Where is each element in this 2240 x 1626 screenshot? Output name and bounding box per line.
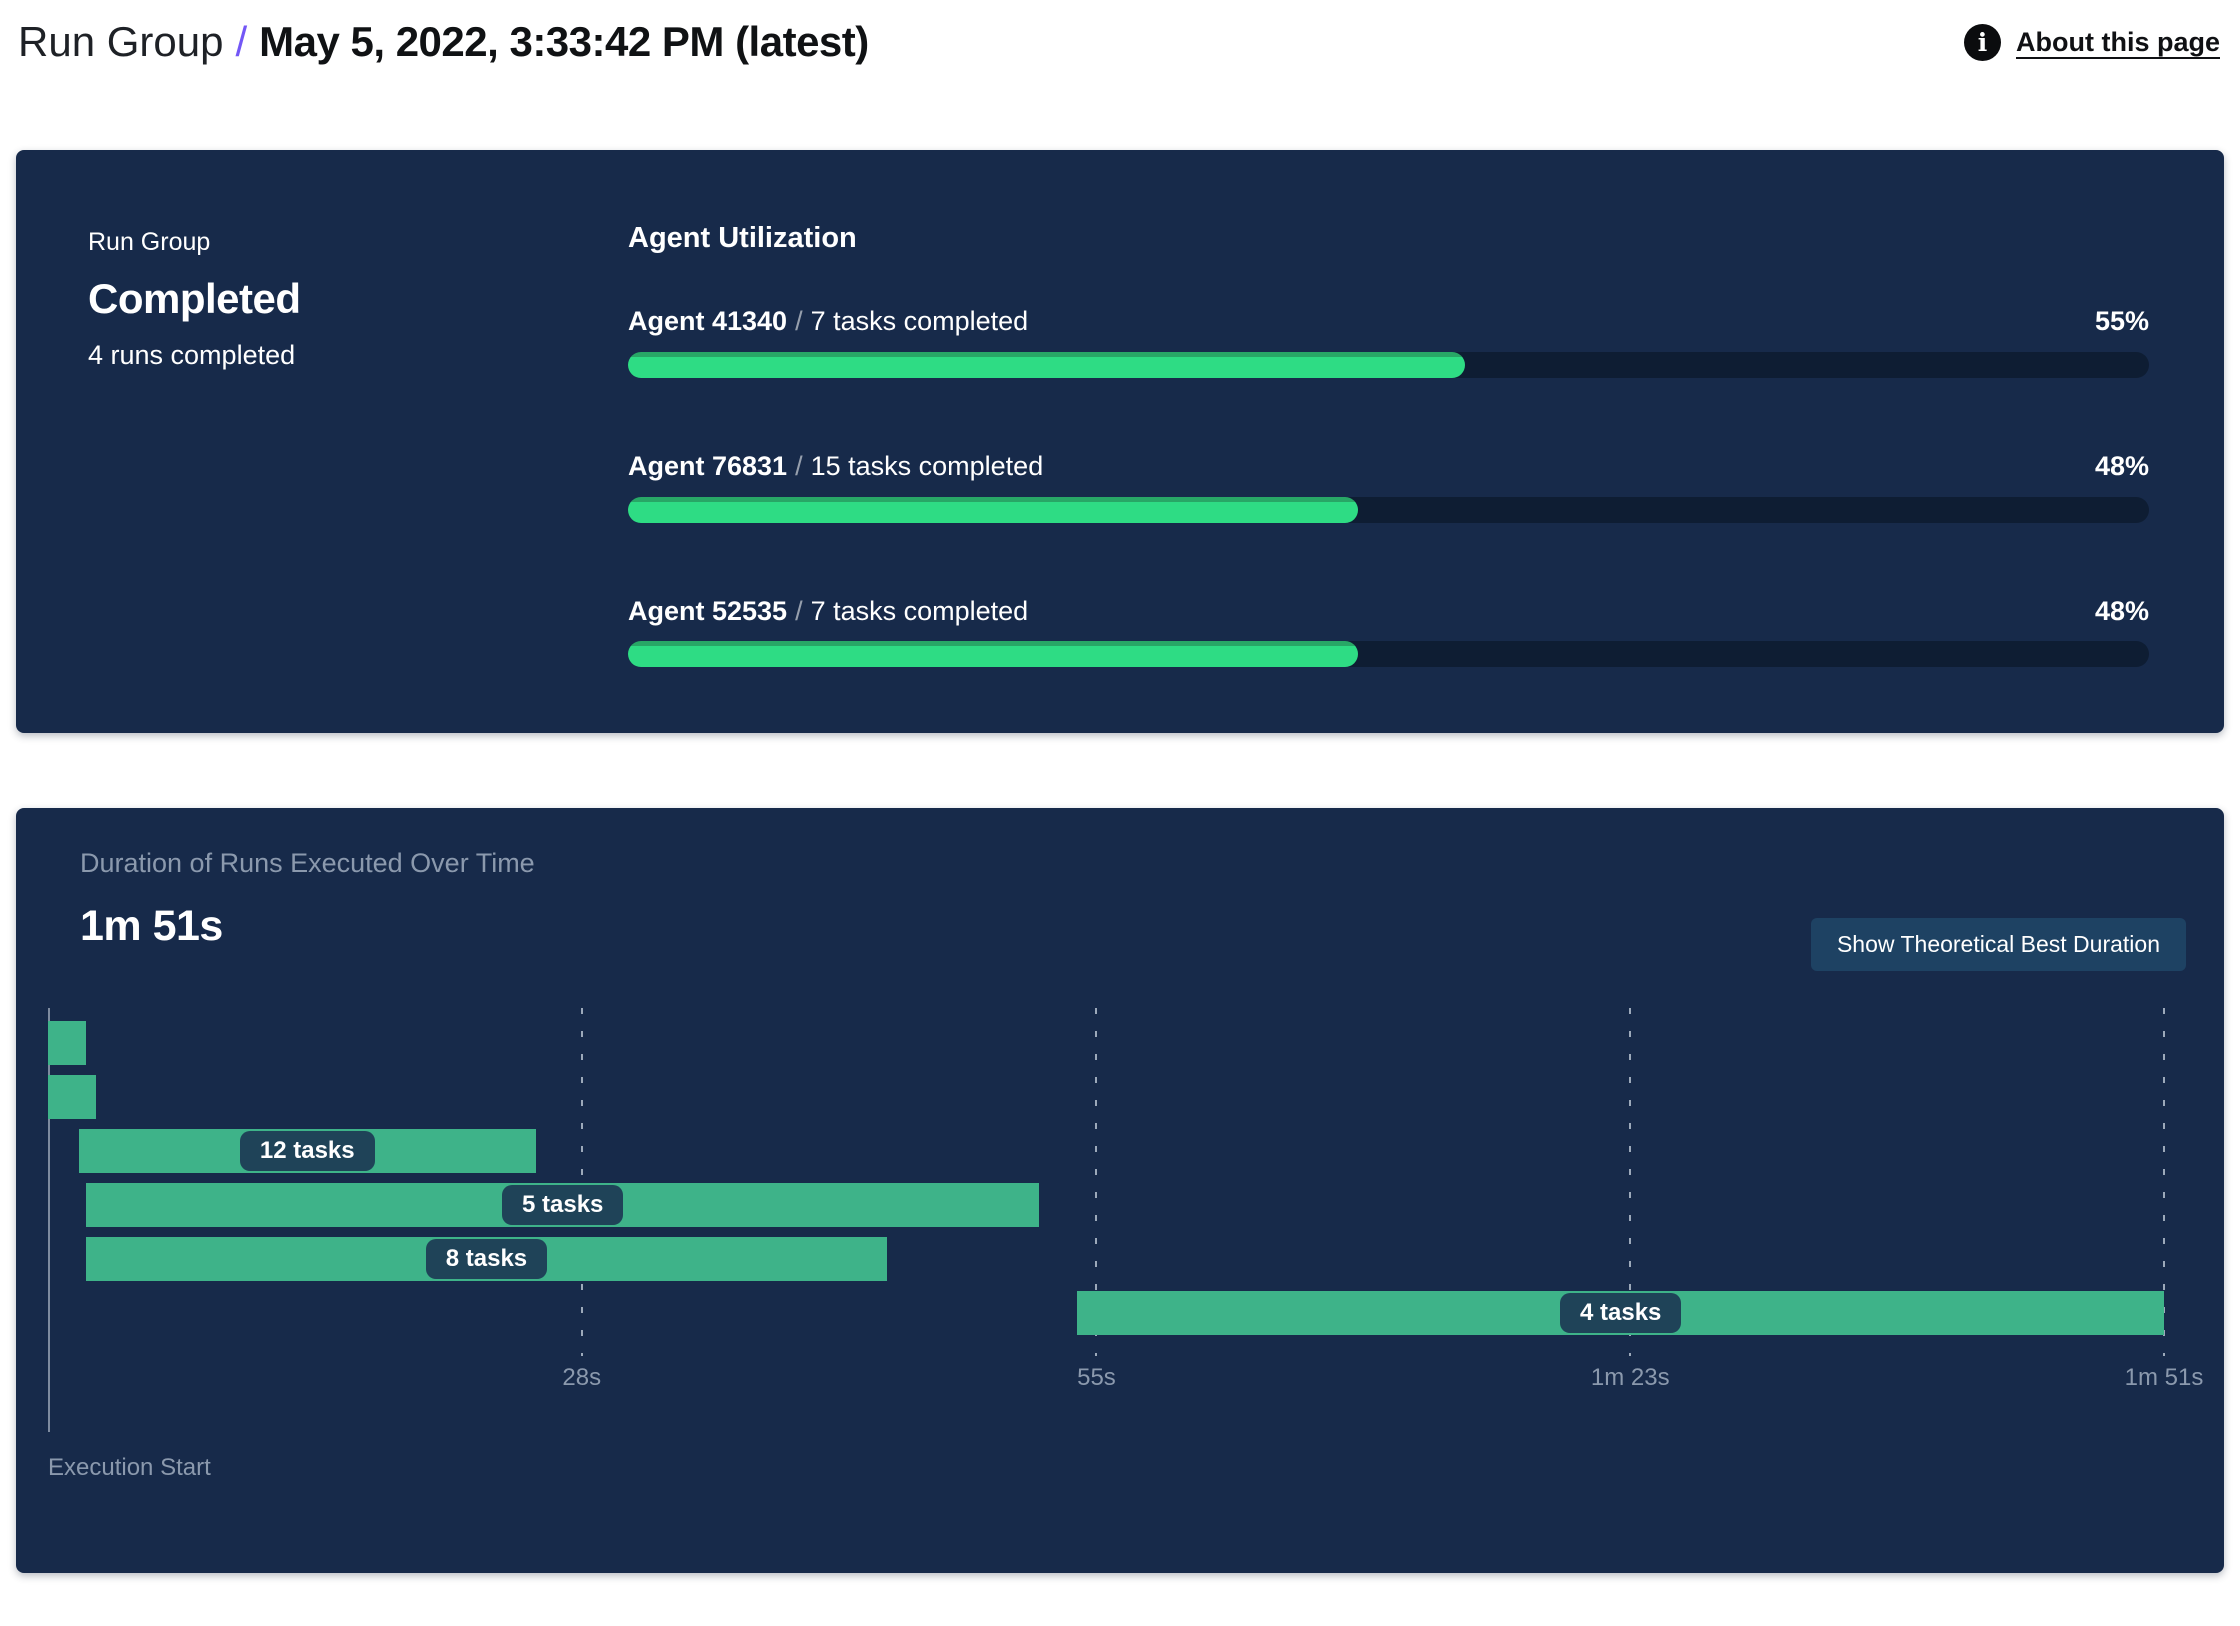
utilization-track	[628, 351, 2149, 378]
duration-panel: Duration of Runs Executed Over Time 1m 5…	[16, 808, 2224, 1573]
agent-name: Agent 52535	[628, 595, 788, 626]
agent-label-row: Agent 52535/7 tasks completed 48%	[628, 595, 2149, 629]
agent-label-separator: /	[795, 306, 803, 336]
agent-label-row: Agent 41340/7 tasks completed 55%	[628, 305, 2149, 339]
agent-label-separator: /	[795, 450, 803, 481]
breadcrumb-current: May 5, 2022, 3:33:42 PM (latest)	[259, 17, 869, 65]
utilization-fill	[628, 641, 1359, 668]
run-group-summary-panel: Run Group Completed 4 runs completed Age…	[16, 150, 2224, 733]
gantt-gridline	[1629, 1008, 1632, 1356]
agent-row: Agent 52535/7 tasks completed 48%	[628, 595, 2149, 668]
execution-start-axis-line	[48, 1008, 50, 1432]
gantt-run-bar: 12 tasks	[78, 1129, 536, 1173]
agent-row: Agent 76831/15 tasks completed 48%	[628, 450, 2149, 523]
agent-label: Agent 52535/7 tasks completed	[628, 595, 1028, 629]
breadcrumb-root: Run Group	[18, 17, 224, 65]
utilization-fill	[628, 496, 1359, 523]
agent-utilization-percent: 55%	[2094, 306, 2149, 336]
gantt-gridline	[1095, 1008, 1098, 1356]
breadcrumb-separator: /	[235, 17, 248, 65]
agent-tasks-completed: 15 tasks completed	[810, 450, 1044, 481]
gantt-chart: Execution Start 28s 55s 1m 23s 1m 51s 12 tas…	[16, 1008, 2224, 1508]
agent-utilization-title: Agent Utilization	[628, 222, 857, 254]
agent-utilization-percent: 48%	[2094, 595, 2149, 626]
page-header: Run Group / May 5, 2022, 3:33:42 PM (lates…	[0, 0, 2240, 74]
agent-tasks-completed: 7 tasks completed	[810, 595, 1029, 626]
utilization-track	[628, 496, 2149, 523]
agent-name: Agent 76831	[628, 450, 788, 481]
gantt-run-bar: 4 tasks	[1077, 1291, 2164, 1335]
agent-label-row: Agent 76831/15 tasks completed 48%	[628, 450, 2149, 484]
gantt-run-bar	[48, 1021, 87, 1065]
agent-row: Agent 41340/7 tasks completed 55%	[628, 305, 2149, 378]
x-axis-tick-label: 1m 51s	[2124, 1364, 2204, 1391]
task-count-badge: 8 tasks	[425, 1239, 548, 1279]
status-card-label: Run Group	[88, 228, 211, 256]
show-theoretical-best-duration-button[interactable]: Show Theoretical Best Duration	[1810, 918, 2186, 971]
status-value: Completed	[88, 275, 301, 322]
gantt-run-bar	[48, 1075, 96, 1119]
about-this-page-link[interactable]: About this page	[2016, 26, 2220, 57]
task-count-badge: 5 tasks	[501, 1185, 624, 1225]
agent-utilization-percent: 48%	[2094, 450, 2149, 481]
agent-utilization-section: Agent Utilization Agent 41340/7 tasks co…	[628, 150, 2224, 733]
status-sub-text: 4 runs completed	[88, 340, 296, 370]
gantt-gridline	[580, 1008, 583, 1356]
task-count-badge: 4 tasks	[1559, 1293, 1682, 1333]
agent-name: Agent 41340	[628, 306, 788, 336]
breadcrumb: Run Group / May 5, 2022, 3:33:42 PM (lates…	[18, 18, 869, 66]
agent-label: Agent 76831/15 tasks completed	[628, 450, 1043, 484]
gantt-gridline	[2163, 1008, 2165, 1356]
duration-chart-title: Duration of Runs Executed Over Time	[80, 848, 535, 878]
x-axis-tick-label: 28s	[562, 1364, 602, 1391]
x-axis-tick-label: 1m 23s	[1590, 1364, 1670, 1391]
total-duration-value: 1m 51s	[80, 902, 223, 950]
agent-list: Agent 41340/7 tasks completed 55% Agent 76…	[628, 305, 2149, 668]
agent-label-separator: /	[795, 595, 803, 626]
gantt-run-bar: 5 tasks	[86, 1183, 1040, 1227]
task-count-badge: 12 tasks	[239, 1131, 375, 1171]
about-this-page: i About this page	[1964, 23, 2220, 61]
utilization-fill	[628, 351, 1465, 378]
utilization-track	[628, 641, 2149, 668]
x-axis-tick-label: 55s	[1077, 1364, 1116, 1391]
execution-start-label: Execution Start	[48, 1454, 211, 1481]
info-icon: i	[1964, 23, 2001, 61]
run-group-status-card: Run Group Completed 4 runs completed	[16, 150, 628, 733]
gantt-run-bar: 8 tasks	[86, 1237, 887, 1281]
agent-label: Agent 41340/7 tasks completed	[628, 305, 1028, 339]
agent-tasks-completed: 7 tasks completed	[810, 306, 1029, 336]
